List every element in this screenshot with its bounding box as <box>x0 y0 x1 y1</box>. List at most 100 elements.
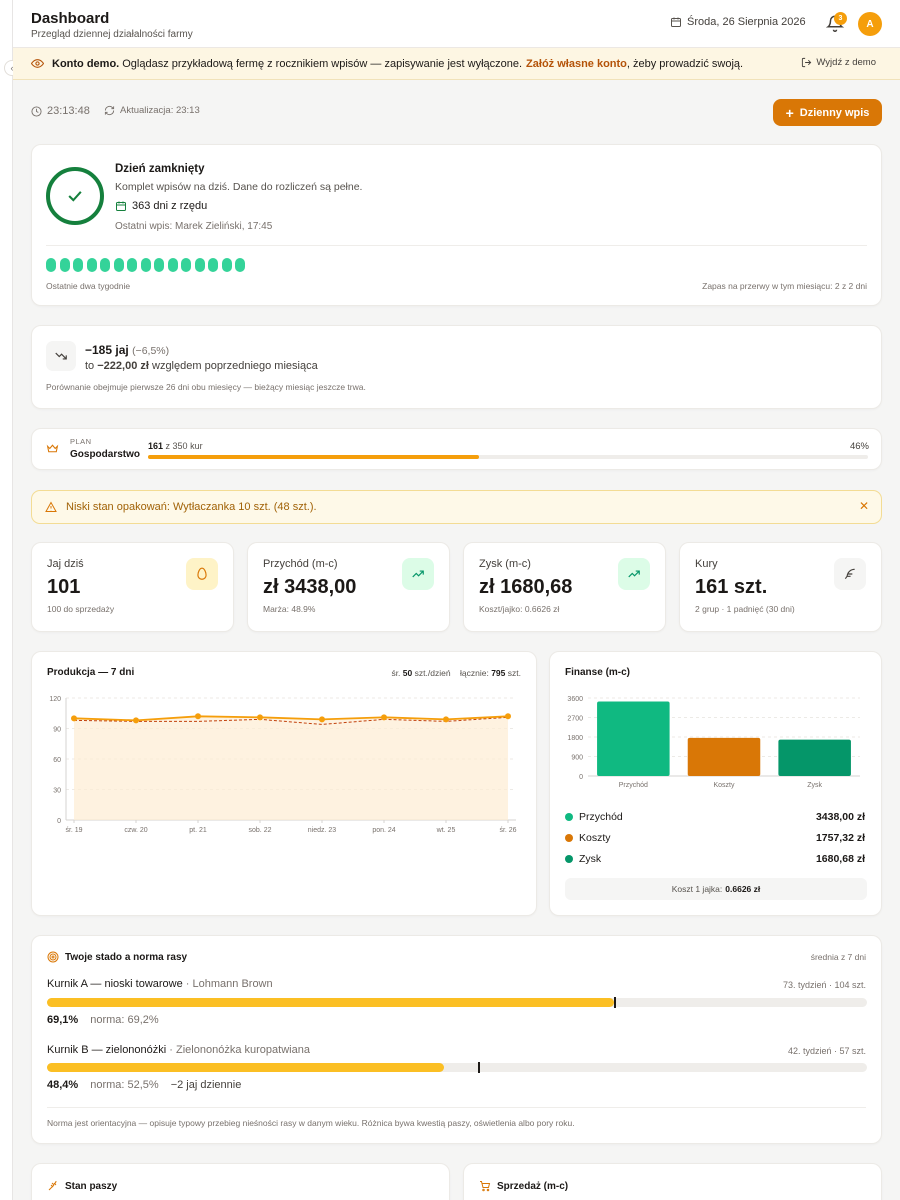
bar <box>597 701 670 776</box>
coop-breed: · Lohmann Brown <box>185 978 273 990</box>
trend-note: Porównanie obejmuje pierwsze 26 dni obu … <box>46 382 366 392</box>
finance-row-revenue: Przychód 3438,00 zł <box>565 811 865 823</box>
history-day-pill <box>140 258 151 272</box>
coop-norm-text: norma: 69,2% <box>90 1014 159 1026</box>
demo-text: Oglądasz przykładową fermę z rocznikiem … <box>122 57 523 70</box>
data-point <box>443 716 449 723</box>
create-account-link[interactable]: Załóż własne konto <box>526 57 627 70</box>
coop-stats: 69,1% norma: 69,2% <box>47 1014 159 1026</box>
legend-dot <box>565 855 573 863</box>
data-point <box>71 715 77 722</box>
production-chart-card: Produkcja — 7 dni śr. 50 szt./dzień łącz… <box>31 651 537 916</box>
stat-value: 161 szt. <box>695 576 768 598</box>
flock-title: Twoje stado a norma rasy <box>47 951 187 963</box>
stat-sub: Koszt/jajko: 0.6626 zł <box>479 604 560 614</box>
production-title: Produkcja — 7 dni <box>47 667 135 678</box>
y-tick-label: 0 <box>57 818 61 825</box>
trending-up-icon <box>402 558 434 590</box>
check-ring <box>46 167 104 225</box>
y-tick-label: 0 <box>579 774 583 781</box>
production-line-chart: 0 30 60 90 120 śr. 19 czw. 20 pt. 21 sob. 22 nied… <box>49 696 516 834</box>
plan-name: Gospodarstwo <box>70 449 141 460</box>
warning-icon <box>45 501 57 512</box>
x-tick-label: Koszty <box>713 782 735 789</box>
legend-dot <box>565 834 573 842</box>
exit-demo-button[interactable]: Wyjdź z demo <box>801 57 876 68</box>
x-tick-label: wt. 25 <box>436 827 456 834</box>
x-tick-label: Przychód <box>619 782 648 789</box>
trending-up-icon <box>618 558 650 590</box>
trend-prefix: to <box>85 360 95 372</box>
divider <box>46 245 867 246</box>
target-icon <box>47 951 59 963</box>
divider <box>47 1107 866 1108</box>
coop-progress-fill <box>47 1063 444 1072</box>
finance-label: Koszty <box>579 832 611 844</box>
stat-value: 101 <box>47 576 81 598</box>
coop-meta: 42. tydzień · 57 szt. <box>787 1046 866 1056</box>
history-label: Ostatnie dwa tygodnie <box>46 281 131 291</box>
refresh-status[interactable]: Aktualizacja: 23:13 <box>104 105 200 116</box>
day-closed-card: Dzień zamknięty Komplet wpisów na dziś. … <box>31 144 882 306</box>
coop-name: Kurnik A — nioski towarowe · Lohmann Bro… <box>47 978 273 990</box>
close-icon[interactable]: ✕ <box>858 499 869 513</box>
flock-norm-card: Twoje stado a norma rasy średnia z 7 dni… <box>31 935 882 1144</box>
check-icon <box>68 191 82 202</box>
day-closed-title: Dzień zamknięty <box>115 163 205 175</box>
refresh-icon <box>104 105 115 116</box>
streak-text: 363 dni z rzędu <box>132 200 208 212</box>
y-tick-label: 90 <box>53 727 61 734</box>
alert-text: Niski stan opakowań: Wytłaczanka 10 szt.… <box>66 501 317 513</box>
x-tick-label: pon. 24 <box>372 827 395 834</box>
stat-label: Przychód (m-c) <box>263 558 338 570</box>
date-text: Środa, 26 Sierpnia 2026 <box>687 16 806 28</box>
finance-value: 3438,00 zł <box>815 811 865 823</box>
avg-unit: szt./dzień <box>414 668 451 678</box>
calendar-icon <box>671 17 681 27</box>
trend-suffix: względem poprzedniego miesiąca <box>152 360 318 372</box>
y-tick-label: 900 <box>571 755 583 762</box>
current-date: Środa, 26 Sierpnia 2026 <box>670 16 806 28</box>
clock-text: 23:13:48 <box>47 105 90 117</box>
feed-title: Stan paszy <box>47 1180 117 1192</box>
data-point <box>381 714 387 721</box>
data-point <box>133 717 139 724</box>
bar <box>687 737 761 776</box>
plus-icon: + <box>785 104 794 121</box>
total-label: łącznie: <box>460 668 489 678</box>
stat-card-profit: Zysk (m-c) zł 1680,68 Koszt/jajko: 0.662… <box>463 542 666 632</box>
stat-card-eggs: Jaj dziś 101 100 do sprzedaży <box>31 542 234 632</box>
cost-per-egg: Koszt 1 jajka: 0.6626 zł <box>565 878 867 900</box>
y-tick-label: 120 <box>49 696 61 703</box>
trending-down-icon <box>55 352 67 360</box>
clock-icon <box>31 105 42 117</box>
flock-avg: średnia z 7 dni <box>810 952 866 962</box>
finance-title: Finanse (m-c) <box>565 667 631 678</box>
y-tick-label: 3600 <box>567 696 583 703</box>
trend-money: −222,00 zł <box>97 360 149 372</box>
egg-icon <box>186 558 218 590</box>
stat-card-revenue: Przychód (m-c) zł 3438,00 Marża: 48.9% <box>247 542 450 632</box>
coop-norm-text: norma: 52,5% <box>90 1079 159 1091</box>
coop-breed: · Zielononóżka kuropatwiana <box>169 1044 310 1056</box>
history-day-pill <box>59 258 70 272</box>
stat-value: zł 1680,68 <box>479 576 573 598</box>
finance-value: 1757,32 zł <box>815 832 865 844</box>
daily-entry-button[interactable]: + Dzienny wpis <box>773 99 882 126</box>
data-point <box>257 714 263 721</box>
data-point <box>319 716 325 723</box>
avatar[interactable]: A <box>858 12 882 36</box>
coop-meta: 73. tydzień · 104 szt. <box>782 980 866 990</box>
coop-progress-fill <box>47 998 614 1007</box>
norm-marker <box>614 997 617 1008</box>
daily-entry-label: Dzienny wpis <box>799 106 870 119</box>
history-day-pill <box>46 258 56 272</box>
plan-label: PLAN <box>70 437 92 446</box>
feed-title-text: Stan paszy <box>65 1180 118 1192</box>
coop-title: Kurnik B — zielononóżki <box>47 1044 167 1056</box>
coop-pct: 69,1% <box>47 1014 79 1026</box>
feed-stock-card: Stan paszy <box>31 1163 450 1200</box>
x-tick-label: śr. 19 <box>65 827 82 834</box>
stat-label: Jaj dziś <box>47 558 84 570</box>
stat-sub: 2 grup · 1 padnięć (30 dni) <box>695 604 795 614</box>
